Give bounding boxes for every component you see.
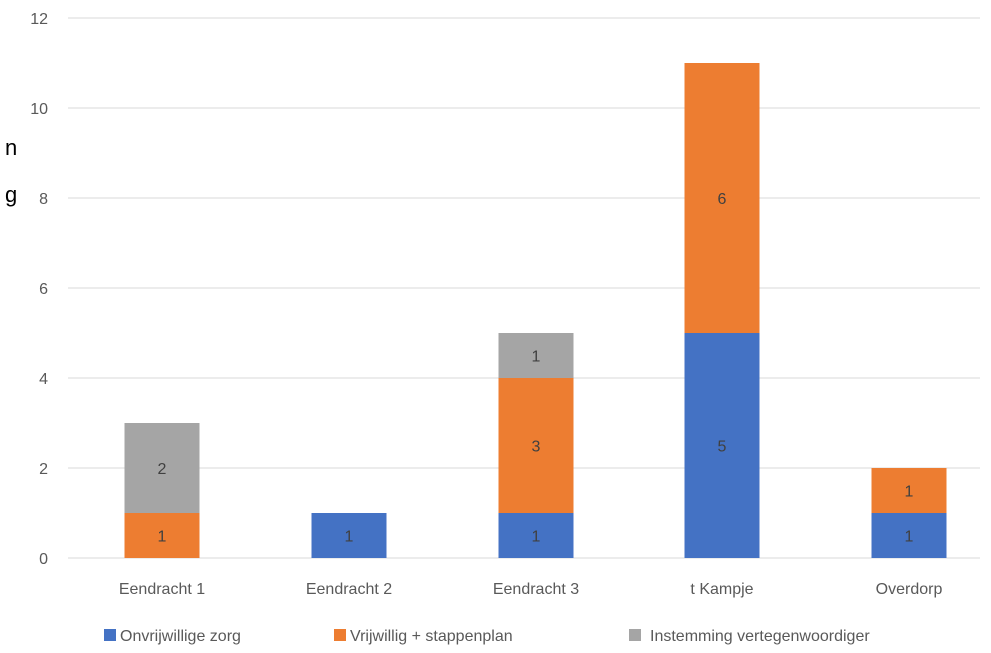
left-edge-glyph: n — [5, 135, 17, 160]
x-category-label: t Kampje — [690, 581, 753, 598]
legend: Onvrijwillige zorg Vrijwillig + stappenpl… — [104, 628, 870, 645]
data-label: 1 — [345, 529, 354, 546]
x-category-label: Eendracht 2 — [306, 581, 392, 598]
y-tick-label: 6 — [39, 281, 48, 298]
data-label: 1 — [532, 529, 541, 546]
y-tick-label: 10 — [30, 101, 48, 118]
bar-segment — [684, 333, 760, 558]
y-tick-label: 4 — [39, 371, 48, 388]
legend-swatch — [629, 629, 641, 641]
y-tick-label: 0 — [39, 551, 48, 568]
legend-label: Instemming vertegenwoordiger — [650, 628, 870, 645]
y-tick-label: 8 — [39, 191, 48, 208]
bar-segment — [498, 378, 574, 513]
x-category-label: Overdorp — [876, 581, 943, 598]
bar-segment — [124, 513, 200, 558]
data-label: 1 — [905, 529, 914, 546]
bar-segment — [498, 333, 574, 378]
bar-segment — [311, 513, 387, 558]
x-category-label: Eendracht 1 — [119, 581, 205, 598]
data-label: 3 — [532, 439, 541, 456]
legend-swatch — [104, 629, 116, 641]
data-label: 1 — [532, 349, 541, 366]
x-category-label: Eendracht 3 — [493, 581, 579, 598]
bar-segment — [684, 63, 760, 333]
data-label: 5 — [718, 439, 727, 456]
y-tick-label: 12 — [30, 11, 48, 28]
left-edge-glyph: g — [5, 182, 17, 207]
bar-segment — [871, 513, 947, 558]
left-edge-text: n g — [5, 135, 17, 207]
data-label: 1 — [905, 484, 914, 501]
x-axis-categories: Eendracht 1 Eendracht 2 Eendracht 3 t Kampj… — [119, 581, 943, 598]
legend-label: Onvrijwillige zorg — [120, 628, 241, 645]
bar-segment — [124, 423, 200, 513]
data-label: 6 — [718, 191, 727, 208]
legend-label: Vrijwillig + stappenplan — [350, 628, 513, 645]
data-label: 2 — [158, 461, 167, 478]
y-axis-ticks: 0 2 4 6 8 10 12 — [30, 11, 48, 568]
data-label: 1 — [158, 529, 167, 546]
bar-segment — [871, 468, 947, 513]
bar-segment — [498, 513, 574, 558]
bars: 1 2 1 1 3 1 5 6 1 1 — [124, 63, 947, 558]
legend-swatch — [334, 629, 346, 641]
y-tick-label: 2 — [39, 461, 48, 478]
